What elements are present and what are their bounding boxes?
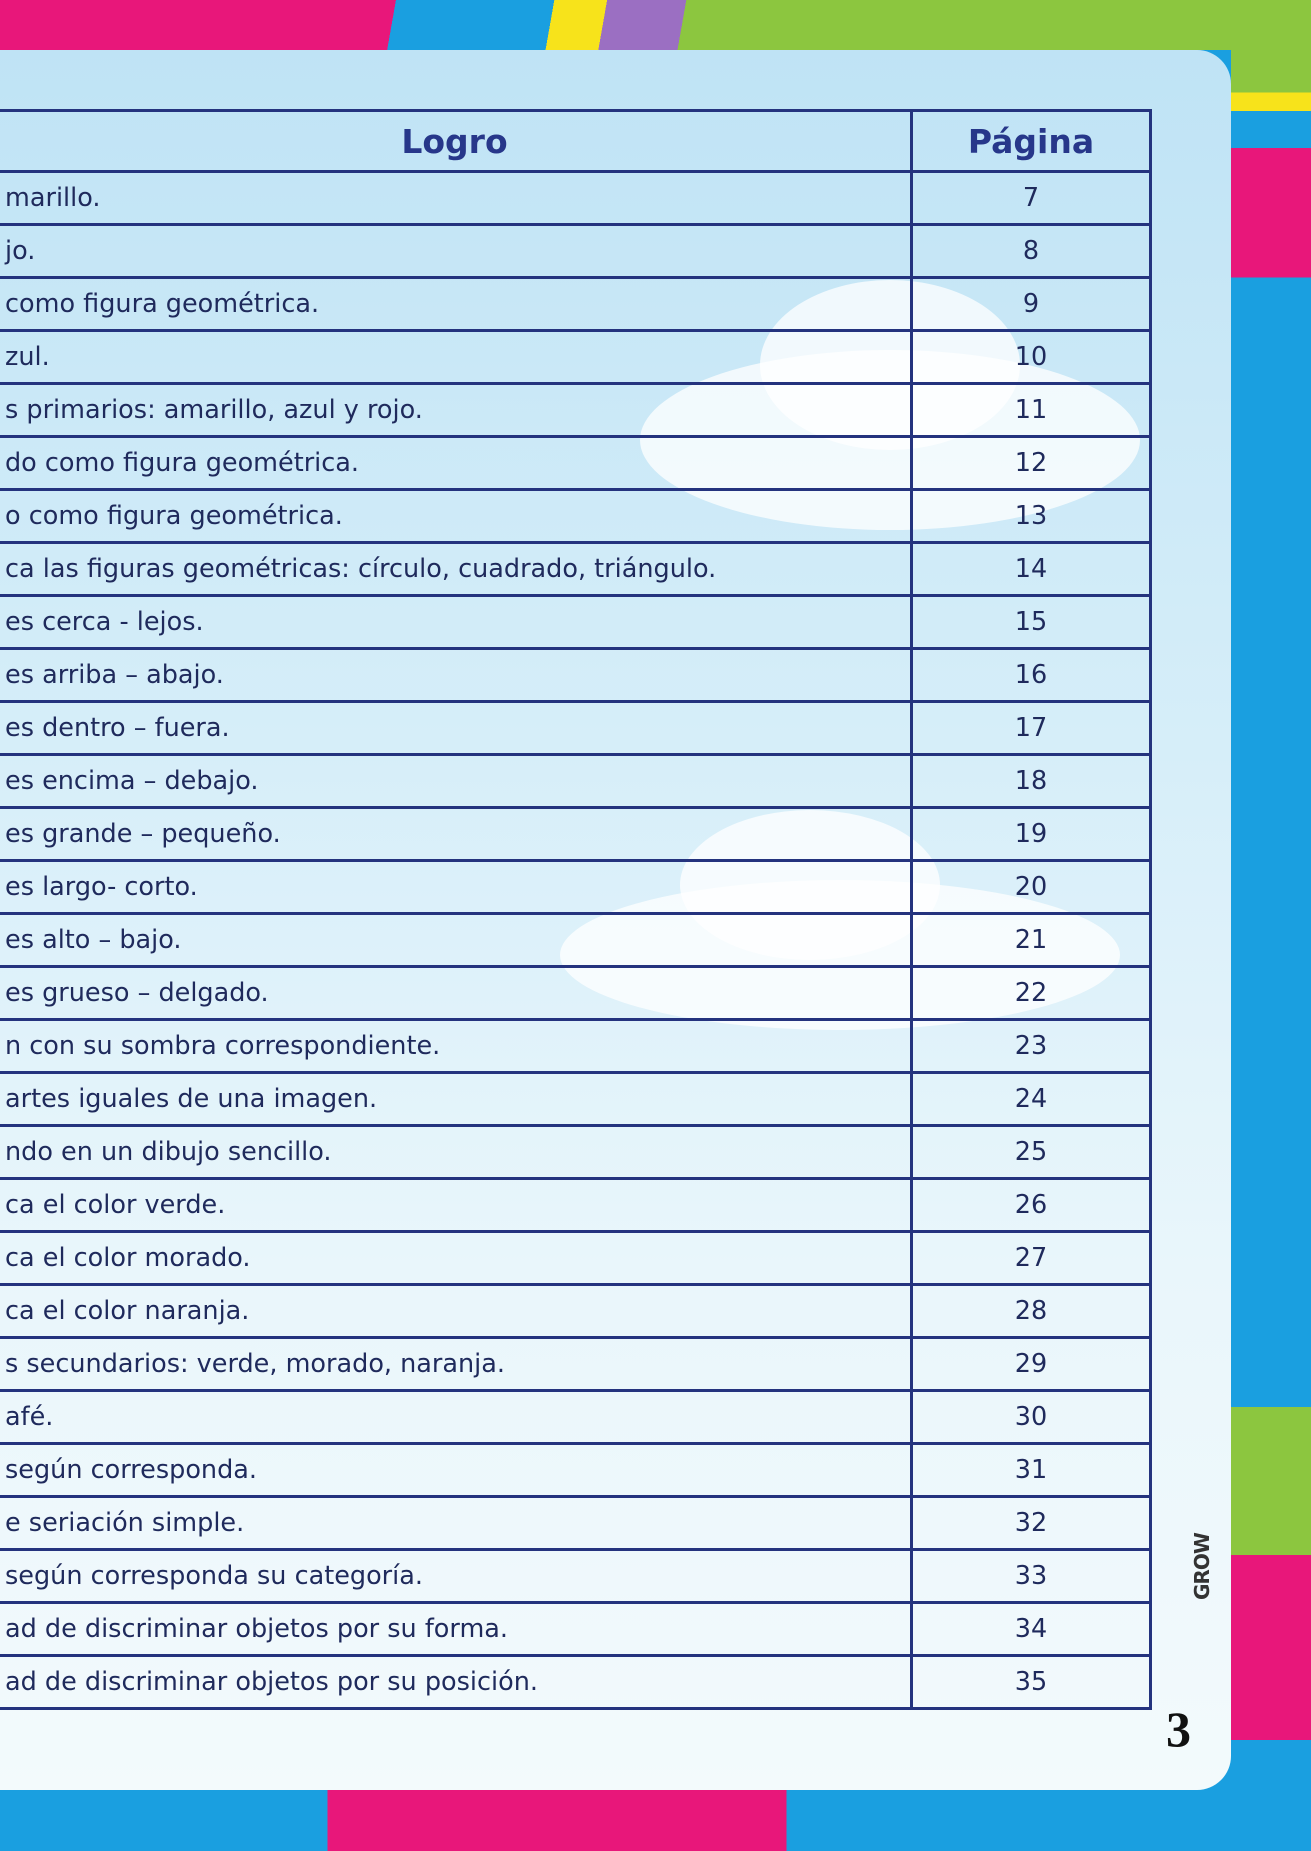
page-cell: 18 <box>910 753 1152 809</box>
page-cell: 7 <box>910 170 1152 226</box>
achievement-cell: ca el color morado. <box>0 1230 913 1286</box>
table-row: es grande – pequeño. 19 <box>0 806 1152 862</box>
top-border <box>0 0 1311 50</box>
table-row: es encima – debajo. 18 <box>0 753 1152 809</box>
achievement-cell: ca el color verde. <box>0 1177 913 1233</box>
table-row: ca las figuras geométricas: círculo, cua… <box>0 541 1152 597</box>
page-cell: 34 <box>910 1601 1152 1657</box>
page-cell: 11 <box>910 382 1152 438</box>
achievement-cell: s secundarios: verde, morado, naranja. <box>0 1336 913 1392</box>
achievement-cell: como figura geométrica. <box>0 276 913 332</box>
achievement-cell: es largo- corto. <box>0 859 913 915</box>
page-number: 3 <box>1166 1701 1191 1757</box>
page-cell: 27 <box>910 1230 1152 1286</box>
achievement-cell: s primarios: amarillo, azul y rojo. <box>0 382 913 438</box>
page-cell: 19 <box>910 806 1152 862</box>
page-cell: 8 <box>910 223 1152 279</box>
page-cell: 25 <box>910 1124 1152 1180</box>
achievement-cell: do como figura geométrica. <box>0 435 913 491</box>
table-row: es grueso – delgado. 22 <box>0 965 1152 1021</box>
table-row: s secundarios: verde, morado, naranja. 29 <box>0 1336 1152 1392</box>
achievement-cell: ndo en un dibujo sencillo. <box>0 1124 913 1180</box>
table-row: es largo- corto. 20 <box>0 859 1152 915</box>
page-cell: 24 <box>910 1071 1152 1127</box>
achievement-cell: n con su sombra correspondiente. <box>0 1018 913 1074</box>
page-cell: 35 <box>910 1654 1152 1710</box>
achievement-cell: e seriación simple. <box>0 1495 913 1551</box>
page-cell: 31 <box>910 1442 1152 1498</box>
achievement-cell: es encima – debajo. <box>0 753 913 809</box>
achievement-cell: es arriba – abajo. <box>0 647 913 703</box>
table-row: como figura geométrica. 9 <box>0 276 1152 332</box>
table-row: ca el color morado. 27 <box>0 1230 1152 1286</box>
table-row: marillo. 7 <box>0 170 1152 226</box>
table-row: ad de discriminar objetos por su forma. 3… <box>0 1601 1152 1657</box>
achievement-cell: según corresponda. <box>0 1442 913 1498</box>
achievement-cell: es cerca - lejos. <box>0 594 913 650</box>
achievement-cell: zul. <box>0 329 913 385</box>
table-row: afé. 30 <box>0 1389 1152 1445</box>
achievement-cell: es dentro – fuera. <box>0 700 913 756</box>
side-border <box>1231 0 1311 1851</box>
achievement-cell: es grueso – delgado. <box>0 965 913 1021</box>
table-row: ca el color naranja. 28 <box>0 1283 1152 1339</box>
table-row: según corresponda su categoría. 33 <box>0 1548 1152 1604</box>
header-row: Logro Página <box>0 109 1152 173</box>
achievements-table: Logro Página marillo. 7 jo. 8 como figura ge… <box>0 109 1152 1710</box>
achievement-cell: es alto – bajo. <box>0 912 913 968</box>
table-row: s primarios: amarillo, azul y rojo. 11 <box>0 382 1152 438</box>
page-cell: 26 <box>910 1177 1152 1233</box>
achievement-cell: marillo. <box>0 170 913 226</box>
achievement-cell: según corresponda su categoría. <box>0 1548 913 1604</box>
page-cell: 12 <box>910 435 1152 491</box>
table-row: es cerca - lejos. 15 <box>0 594 1152 650</box>
table-row: es alto – bajo. 21 <box>0 912 1152 968</box>
table-row: ad de discriminar objetos por su posició… <box>0 1654 1152 1710</box>
page-cell: 14 <box>910 541 1152 597</box>
header-cell: Página <box>910 109 1152 173</box>
achievement-cell: artes iguales de una imagen. <box>0 1071 913 1127</box>
achievement-cell: o como figura geométrica. <box>0 488 913 544</box>
page-cell: 15 <box>910 594 1152 650</box>
page-cell: 22 <box>910 965 1152 1021</box>
table-row: artes iguales de una imagen. 24 <box>0 1071 1152 1127</box>
achievement-cell: es grande – pequeño. <box>0 806 913 862</box>
achievement-cell: ad de discriminar objetos por su posició… <box>0 1654 913 1710</box>
page-cell: 23 <box>910 1018 1152 1074</box>
table-row: ndo en un dibujo sencillo. 25 <box>0 1124 1152 1180</box>
table-row: e seriación simple. 32 <box>0 1495 1152 1551</box>
table-row: es dentro – fuera. 17 <box>0 700 1152 756</box>
page-cell: 10 <box>910 329 1152 385</box>
header-cell: Logro <box>0 109 913 173</box>
page-cell: 30 <box>910 1389 1152 1445</box>
achievement-cell: ad de discriminar objetos por su forma. <box>0 1601 913 1657</box>
page-cell: 21 <box>910 912 1152 968</box>
page-cell: 29 <box>910 1336 1152 1392</box>
page-cell: 17 <box>910 700 1152 756</box>
achievement-cell: jo. <box>0 223 913 279</box>
page-cell: 32 <box>910 1495 1152 1551</box>
table-row: jo. 8 <box>0 223 1152 279</box>
page-cell: 28 <box>910 1283 1152 1339</box>
table-row: es arriba – abajo. 16 <box>0 647 1152 703</box>
bottom-border <box>0 1790 1311 1851</box>
table-row: n con su sombra correspondiente. 23 <box>0 1018 1152 1074</box>
table-row: ca el color verde. 26 <box>0 1177 1152 1233</box>
achievement-cell: ca las figuras geométricas: círculo, cua… <box>0 541 913 597</box>
table-row: zul. 10 <box>0 329 1152 385</box>
achievement-cell: ca el color naranja. <box>0 1283 913 1339</box>
page-cell: 20 <box>910 859 1152 915</box>
page-cell: 9 <box>910 276 1152 332</box>
page-cell: 33 <box>910 1548 1152 1604</box>
table-row: o como figura geométrica. 13 <box>0 488 1152 544</box>
table-row: según corresponda. 31 <box>0 1442 1152 1498</box>
table-row: do como figura geométrica. 12 <box>0 435 1152 491</box>
page-cell: 16 <box>910 647 1152 703</box>
logo: GROW <box>1190 1533 1214 1600</box>
page-cell: 13 <box>910 488 1152 544</box>
achievement-cell: afé. <box>0 1389 913 1445</box>
